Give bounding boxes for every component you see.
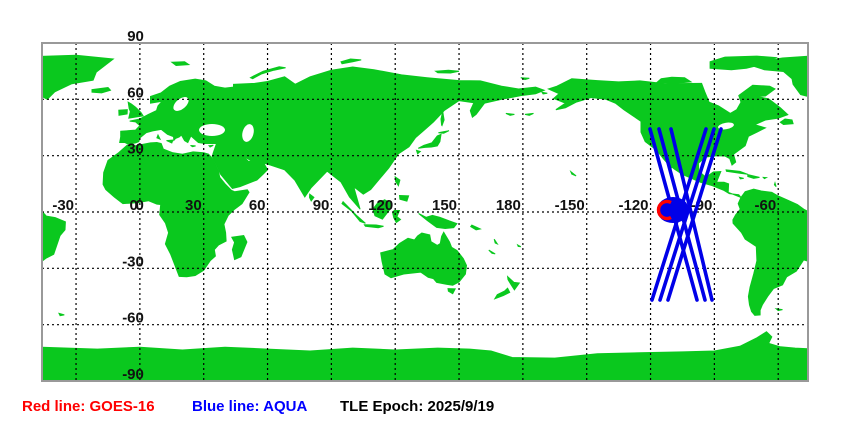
lat-tick-label--90: -90	[122, 366, 144, 383]
landmass-victoria-island	[655, 76, 693, 84]
landmass-hokkaido	[438, 130, 450, 134]
landmass-vanuatu	[493, 238, 499, 246]
landmass-java	[363, 224, 384, 229]
landmass-kyushu	[415, 149, 422, 155]
landmass-hispaniola	[747, 173, 760, 179]
landmass-aleutians-east	[524, 112, 534, 116]
landmass-sri-lanka	[308, 193, 315, 202]
map-border	[41, 42, 809, 382]
landmass-greenland-east	[41, 54, 115, 100]
landmass-new-siberian-islands	[434, 69, 460, 74]
sea-black-sea	[199, 124, 225, 136]
lat-tick-label-30: 30	[127, 141, 144, 158]
sea-baltic-sea	[173, 97, 189, 111]
lon-tick-label-60: 60	[249, 197, 266, 214]
lon-tick-label-0: 0	[130, 197, 138, 214]
landmass-jamaica	[738, 176, 744, 180]
landmass-sakhalin	[440, 111, 445, 127]
landmass-borneo	[372, 199, 392, 220]
lon-tick-label--150: -150	[555, 197, 585, 214]
lon-tick-label-90: 90	[313, 197, 330, 214]
lat-tick-label--30: -30	[122, 253, 144, 270]
landmass-newfoundland	[779, 118, 794, 126]
lon-tick-label--30: -30	[52, 197, 74, 214]
lon-tick-label-180: 180	[496, 197, 521, 214]
landmass-solomons	[469, 224, 482, 231]
landmass-iceland	[91, 86, 112, 94]
landmass-new-zealand-north	[506, 275, 521, 291]
landmass-honshu	[417, 133, 442, 149]
landmass-mindanao	[398, 194, 410, 202]
legend-aqua-label: Blue line: AQUA	[192, 398, 308, 415]
lat-tick-label-90: 90	[127, 28, 144, 45]
landmass-cyprus	[207, 144, 214, 148]
aqua-position-marker	[657, 197, 689, 223]
landmass-south-america	[732, 188, 809, 316]
landmass-australia	[380, 231, 468, 286]
landmass-fiji	[516, 243, 522, 248]
lon-tick-label-120: 120	[368, 197, 393, 214]
landmass-new-caledonia	[488, 249, 496, 255]
landmass-novaya-zemlya	[249, 66, 286, 80]
goes16-marker	[656, 199, 672, 221]
landmass-st-lawrence-island	[540, 91, 548, 95]
landmass-baffin-island	[738, 84, 776, 98]
landmass-lesser-antilles	[773, 181, 777, 188]
aqua-track-line-5	[666, 127, 723, 302]
landmass-svalbard	[170, 61, 191, 67]
landmass-north-america	[547, 78, 789, 199]
lat-tick-label-0: 0	[136, 197, 144, 214]
landmass-antarctica	[41, 331, 809, 382]
landmass-sumatra	[341, 200, 366, 224]
lon-tick-label--120: -120	[619, 197, 649, 214]
landmass-madagascar	[231, 234, 248, 261]
lon-tick-label-150: 150	[432, 197, 457, 214]
lon-tick-label--60: -60	[755, 197, 777, 214]
landmass-hawaii	[569, 169, 577, 177]
lon-tick-label-30: 30	[185, 197, 202, 214]
landmass-south-georgia	[58, 312, 65, 317]
legend-goes16-label: Red line: GOES-16	[22, 398, 155, 415]
landmass-cuba	[725, 169, 748, 175]
landmass-sardinia	[156, 133, 162, 141]
landmass-ellesmere-island	[709, 55, 779, 71]
sea-caspian-sea	[242, 124, 254, 142]
landmass-sicily	[166, 139, 174, 144]
lat-tick-label-60: 60	[127, 84, 144, 101]
aqua-track-line-2	[669, 127, 714, 302]
landmass-severnaya-zemlya	[340, 58, 362, 65]
landmass-brazil-east-wrap	[41, 210, 66, 263]
landmass-new-guinea	[418, 213, 458, 230]
landmass-aleutians-west	[505, 112, 515, 116]
landmass-new-zealand-south	[493, 287, 511, 300]
lat-tick-label--60: -60	[122, 310, 144, 327]
landmass-crete	[190, 145, 196, 148]
landmass-tasmania	[447, 288, 457, 295]
landmass-africa	[102, 141, 250, 278]
landmass-ireland	[118, 109, 128, 116]
legend-tle-epoch-label: TLE Epoch: 2025/9/19	[340, 398, 495, 415]
landmass-puerto-rico	[762, 176, 769, 180]
